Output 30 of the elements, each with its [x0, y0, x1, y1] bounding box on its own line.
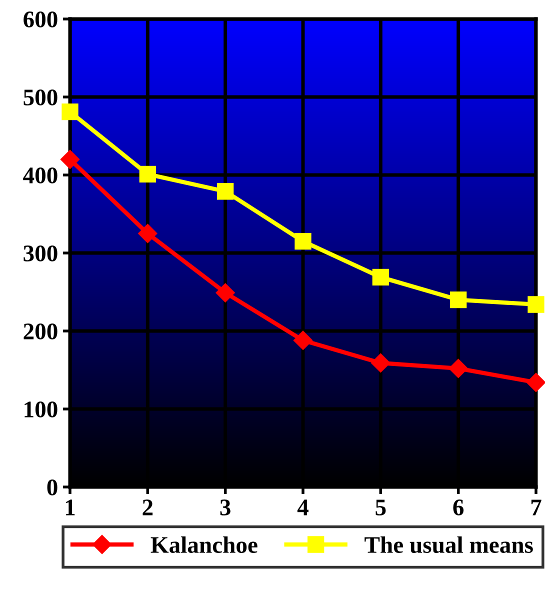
point: [60, 150, 80, 169]
y-tick-label: 100: [24, 401, 58, 418]
y-tick-label: 300: [24, 245, 58, 262]
point: [293, 330, 313, 350]
point: [372, 268, 389, 286]
point: [448, 358, 468, 378]
y-tick-label: 500: [24, 89, 58, 106]
point: [139, 166, 156, 183]
y-tick-label: 200: [24, 323, 58, 340]
x-tick-label: 5: [376, 500, 386, 516]
point: [217, 183, 234, 200]
point: [294, 232, 312, 250]
point: [371, 353, 390, 373]
x-tick-label: 6: [453, 500, 464, 516]
x-tick-label: 7: [531, 500, 542, 516]
point: [216, 283, 235, 302]
x-tick-label: 1: [66, 500, 75, 516]
point: [62, 103, 78, 120]
y-tick-label: 600: [24, 11, 58, 28]
y-tick-label: 400: [23, 167, 58, 184]
point: [450, 291, 467, 308]
y-tick-label: 0: [47, 479, 58, 496]
legend-label: Kalanchoe: [150, 536, 258, 553]
point: [526, 372, 545, 392]
x-tick-label: 3: [220, 500, 230, 516]
point: [138, 224, 158, 244]
point: [528, 296, 544, 313]
x-tick-label: 2: [142, 500, 153, 516]
x-tick-label: 4: [297, 500, 308, 516]
legend-label: The usual means: [364, 536, 533, 554]
